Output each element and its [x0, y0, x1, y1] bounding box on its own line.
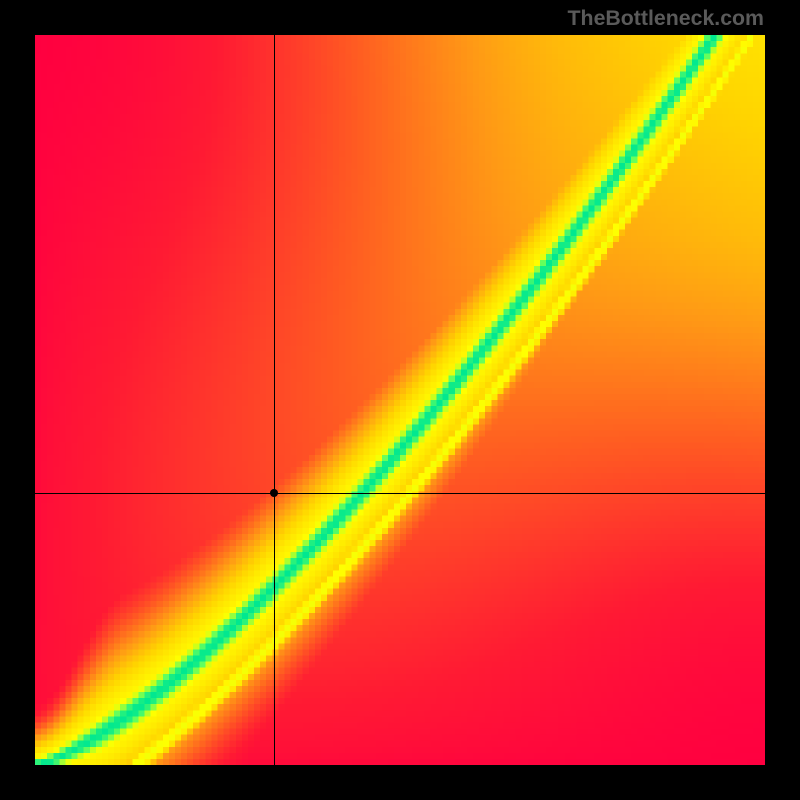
crosshair-vertical [274, 35, 275, 765]
watermark-text: TheBottleneck.com [568, 6, 764, 31]
chart-root: TheBottleneck.com [0, 0, 800, 800]
crosshair-horizontal [35, 493, 765, 494]
bottleneck-heatmap [35, 35, 765, 765]
